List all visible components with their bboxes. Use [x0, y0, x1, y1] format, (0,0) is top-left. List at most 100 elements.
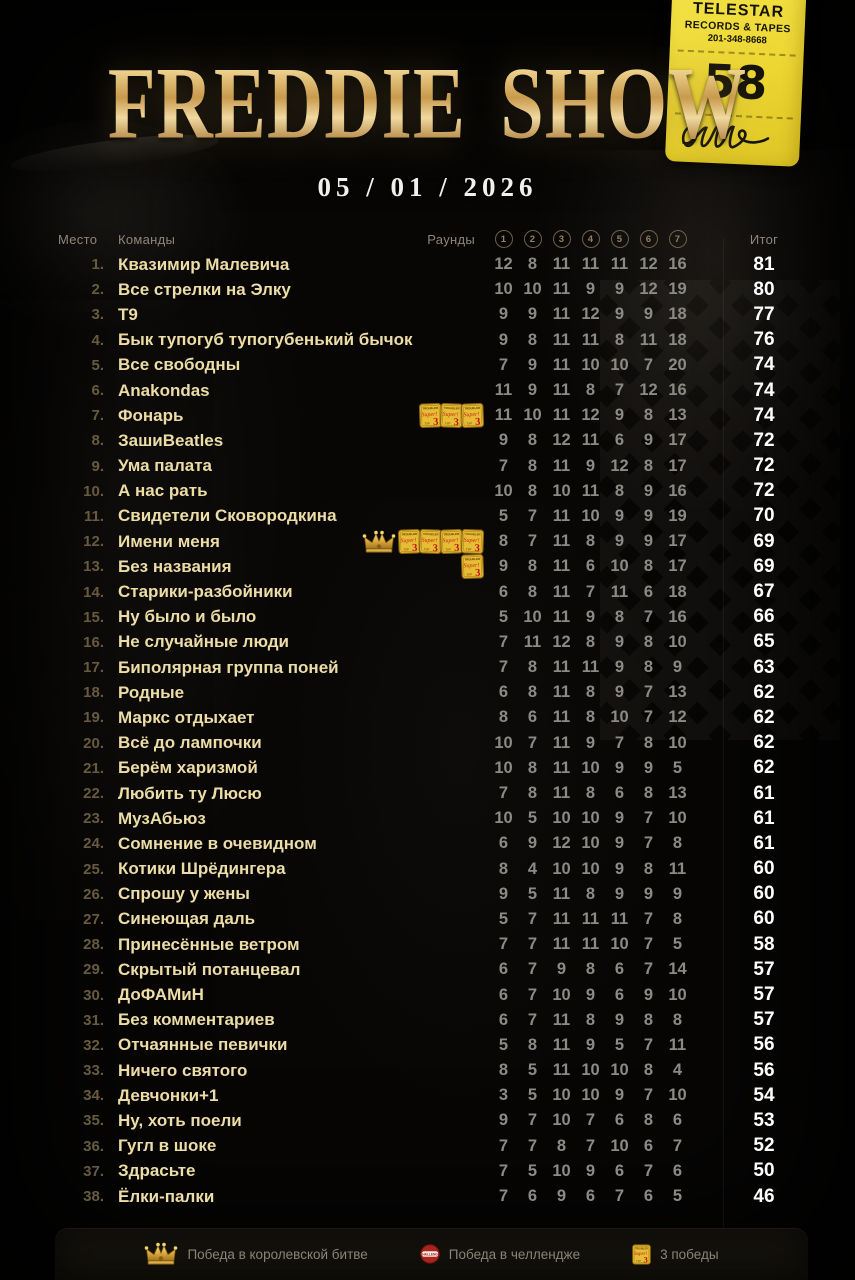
- round-score: 7: [585, 582, 596, 601]
- svg-text:3: 3: [412, 543, 418, 554]
- total-score: 56: [753, 1059, 775, 1081]
- team-name: Котики Шрёдингера: [118, 859, 286, 879]
- round-score: 7: [585, 1136, 596, 1155]
- total-score: 74: [753, 379, 775, 401]
- round-score: 9: [643, 985, 654, 1004]
- round-score: 9: [585, 456, 596, 475]
- round-circle: 6: [634, 230, 663, 248]
- svg-text:Super!: Super!: [463, 412, 479, 419]
- round-score: 6: [614, 960, 625, 979]
- round-score: 9: [643, 431, 654, 450]
- round-score: 8: [643, 1010, 654, 1029]
- round-score: 9: [614, 1010, 625, 1029]
- svg-text:TROUBLER: TROUBLER: [423, 532, 439, 537]
- total-score: 58: [753, 933, 775, 955]
- table-row: 28. Принесённые ветром 7 7 11 11 10 7 5 58: [58, 932, 810, 957]
- place-number: 37.: [83, 1162, 104, 1180]
- round-score: 9: [614, 884, 625, 903]
- total-score: 53: [753, 1109, 775, 1131]
- team-name: Маркс отдыхает: [118, 707, 255, 727]
- total-score: 76: [753, 329, 775, 351]
- round-score: 9: [498, 330, 509, 349]
- table-row: 12. Имени меня TROUBLER Super! 3 ТУР TRO…: [58, 529, 810, 554]
- round-score: 9: [498, 557, 509, 576]
- round-score: 7: [643, 909, 654, 928]
- round-scores: 6 8 11 7 11 6 18: [489, 583, 692, 602]
- round-scores: 11 10 11 12 9 8 13: [489, 406, 692, 425]
- place-number: 12.: [83, 533, 104, 551]
- team-name: Ничего святого: [118, 1060, 248, 1080]
- three-wins-card-icon: TROUBLER Super! 3 ТУР: [418, 529, 443, 554]
- round-scores: 10 5 10 10 9 7 10: [489, 809, 692, 828]
- table-row: 11. Свидетели Сковородкина 5 7 11 10 9 9 19 70: [58, 504, 810, 529]
- round-score: 13: [668, 406, 687, 425]
- round-score: 12: [668, 708, 687, 727]
- round-score: 16: [668, 607, 687, 626]
- round-score: 10: [523, 280, 542, 299]
- table-body: 1. Квазимир Малевича 12 8 11 11 11 12 16 81 2.…: [58, 252, 810, 1209]
- round-scores: 10 8 10 11 8 9 16: [489, 482, 692, 501]
- round-score: 9: [643, 758, 654, 777]
- round-score: 8: [527, 456, 538, 475]
- svg-text:TROUBLER: TROUBLER: [464, 557, 480, 562]
- round-score: 9: [527, 834, 538, 853]
- total-score: 62: [753, 706, 775, 728]
- table-row: 27. Синеющая даль 5 7 11 11 11 7 8 60: [58, 907, 810, 932]
- total-score: 69: [753, 555, 775, 577]
- round-score: 9: [585, 985, 596, 1004]
- team-name: Принесённые ветром: [118, 934, 300, 954]
- total-score: 61: [753, 782, 775, 804]
- total-score: 63: [753, 656, 775, 678]
- round-circle: 7: [663, 230, 692, 248]
- round-score: 7: [527, 733, 538, 752]
- round-score: 10: [581, 758, 600, 777]
- round-score: 7: [527, 909, 538, 928]
- total-score: 72: [753, 429, 775, 451]
- round-score: 8: [527, 330, 538, 349]
- round-score: 8: [643, 406, 654, 425]
- round-scores: 7 7 8 7 10 6 7: [489, 1137, 692, 1156]
- total-score: 60: [753, 858, 775, 880]
- round-score: 9: [527, 305, 538, 324]
- round-score: 10: [610, 935, 629, 954]
- place-number: 7.: [91, 407, 104, 425]
- round-score: 8: [527, 1035, 538, 1054]
- round-score: 9: [614, 632, 625, 651]
- place-number: 21.: [83, 759, 104, 777]
- round-score: 9: [614, 506, 625, 525]
- round-score: 7: [643, 708, 654, 727]
- round-score: 8: [614, 330, 625, 349]
- round-score: 6: [672, 1111, 683, 1130]
- round-score: 9: [643, 506, 654, 525]
- round-score: 5: [614, 1035, 625, 1054]
- place-number: 19.: [83, 709, 104, 727]
- round-score: 10: [494, 280, 513, 299]
- total-score: 62: [753, 732, 775, 754]
- round-score: 8: [527, 784, 538, 803]
- svg-text:TROUBLER: TROUBLER: [401, 532, 417, 537]
- round-score: 9: [527, 381, 538, 400]
- place-number: 10.: [83, 482, 104, 500]
- svg-text:Super!: Super!: [421, 412, 437, 419]
- round-scores: 6 7 9 8 6 7 14: [489, 960, 692, 979]
- round-score: 5: [527, 1086, 538, 1105]
- total-score: 56: [753, 1034, 775, 1056]
- round-score: 10: [494, 733, 513, 752]
- place-number: 28.: [83, 936, 104, 954]
- round-score: 9: [614, 532, 625, 551]
- svg-text:Super!: Super!: [442, 538, 458, 545]
- round-score: 11: [581, 330, 600, 349]
- event-date: 05 / 01 / 2026: [317, 172, 538, 202]
- round-score: 9: [614, 809, 625, 828]
- round-score: 8: [527, 557, 538, 576]
- round-score: 14: [668, 960, 687, 979]
- round-score: 11: [668, 1035, 687, 1054]
- round-score: 11: [552, 456, 571, 475]
- round-score: 11: [552, 658, 571, 677]
- total-score: 72: [753, 480, 775, 502]
- column-header-rounds: Раунды: [427, 231, 475, 247]
- round-score: 6: [614, 985, 625, 1004]
- round-score: 7: [527, 506, 538, 525]
